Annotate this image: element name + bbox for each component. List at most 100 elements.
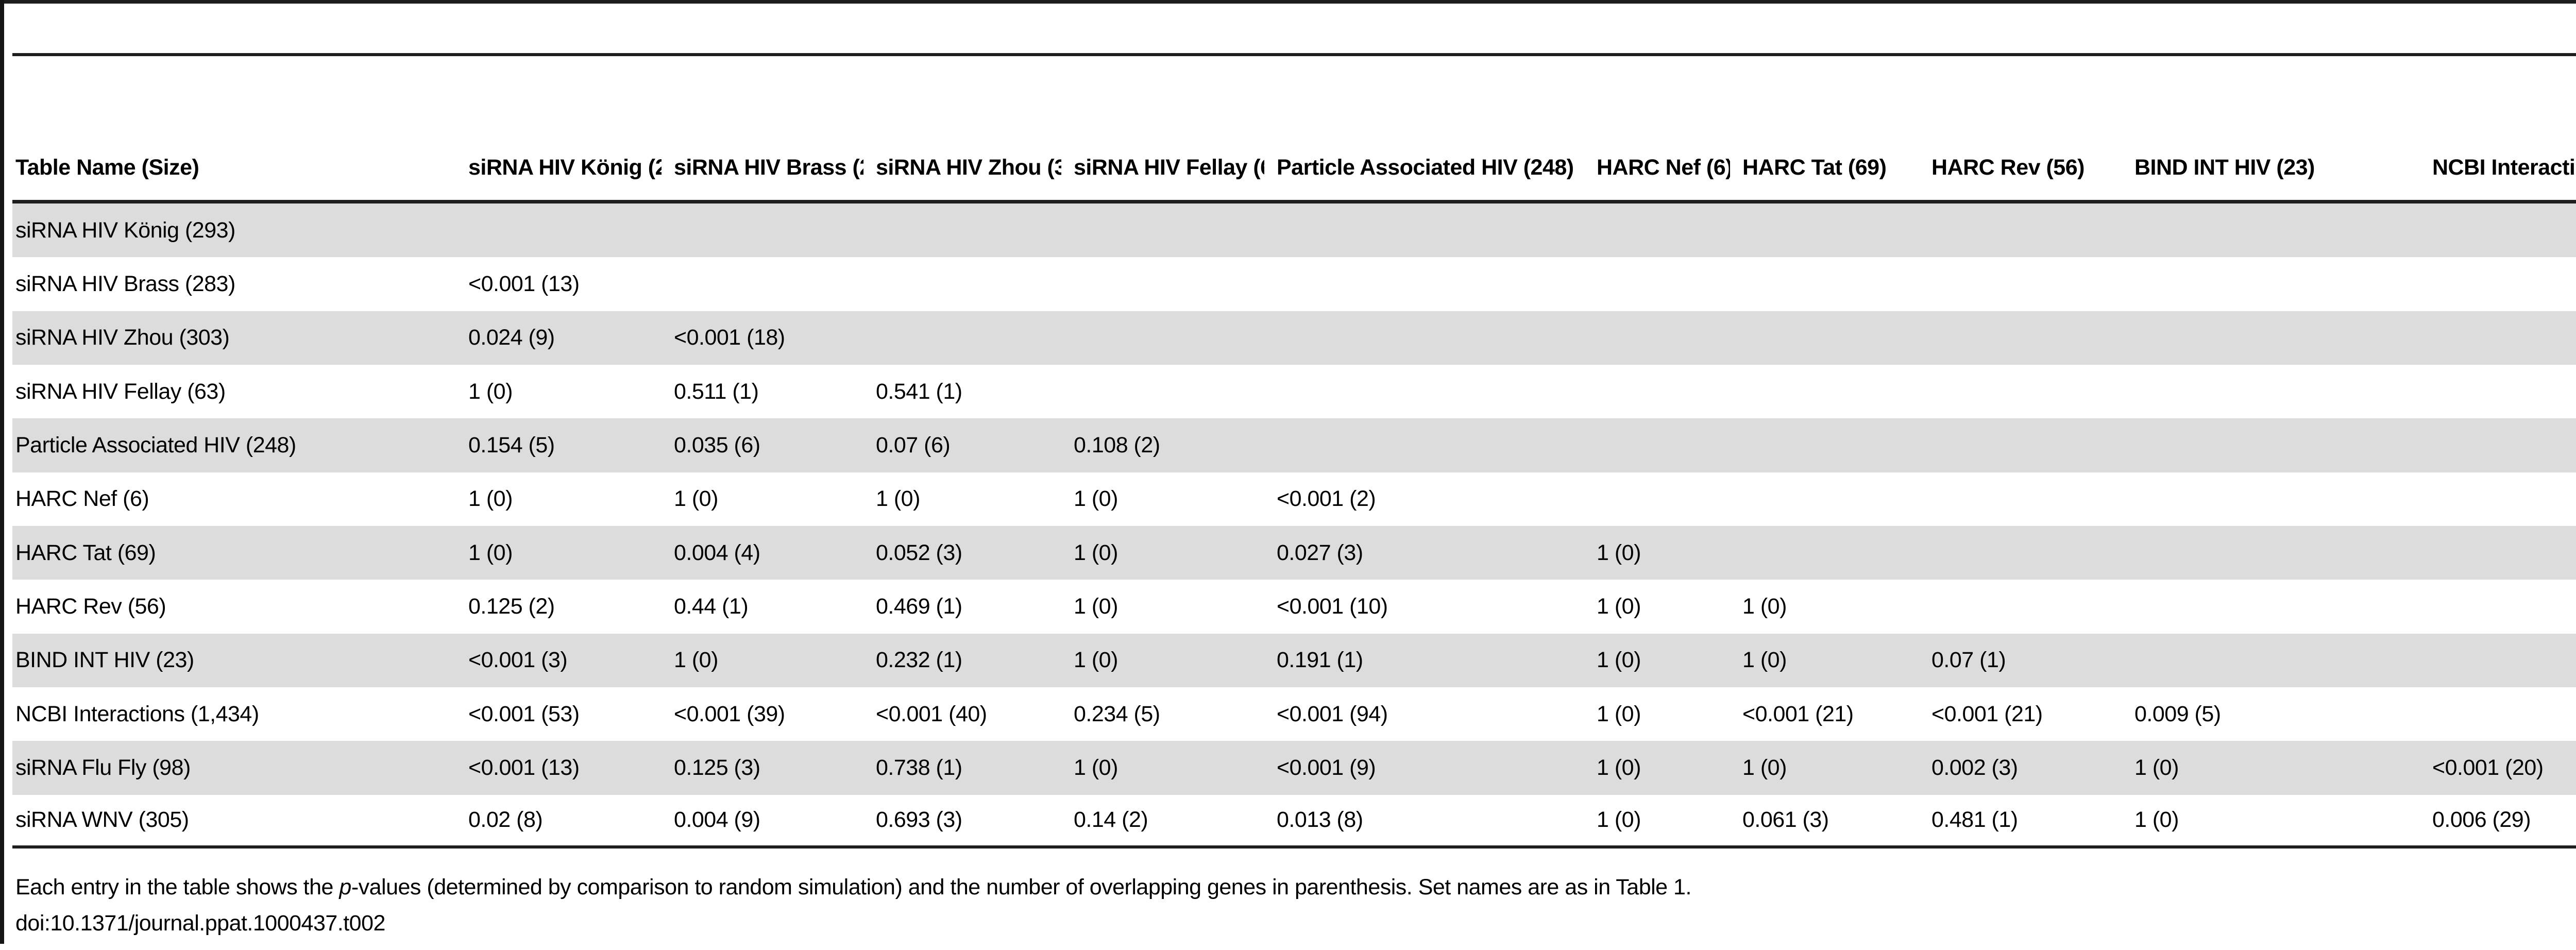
pvalue-cell [1584,257,1730,311]
pvalue-cell: 0.541 (1) [876,379,962,404]
pvalue-cell: 1 (0) [468,379,513,404]
column-header-sirna-hiv-fellay: siRNA HIV Fellay (63) [1061,56,1264,203]
header-top-rule [12,53,2576,56]
pvalue-cell [456,203,662,257]
pvalue-cell [1584,203,1730,257]
pvalue-cell: 1 (0) [1597,540,1641,565]
pvalue-cell [2420,526,2576,580]
pvalue-cell [2420,418,2576,472]
column-header-harc-tat: HARC Tat (69) [1730,56,1919,203]
pvalue-cell: <0.001 (10) [1277,593,1388,619]
table-row: NCBI Interactions (1,434) <0.001 (53) <0… [12,687,2576,741]
figure-left-border [0,0,4,944]
pvalue-cell [1919,257,2122,311]
pvalue-cell [2122,311,2420,365]
column-header-sirna-hiv-zhou: siRNA HIV Zhou (303) [863,56,1061,203]
pvalue-cell [1730,203,1919,257]
column-header-particle-associated-hiv: Particle Associated HIV (248) [1264,56,1584,203]
pvalue-cell [1730,365,1919,418]
pvalue-cell [2122,526,2420,580]
row-label: siRNA HIV Brass (283) [15,271,235,296]
column-header-harc-nef: HARC Nef (6) [1584,56,1730,203]
pvalue-cell [662,203,863,257]
pvalue-cell [1730,472,1919,526]
pvalue-cell: 0.154 (5) [468,432,555,457]
pvalue-cell: <0.001 (13) [468,271,580,296]
pvalue-cell: <0.001 (18) [674,325,785,350]
pvalue-cell: 0.013 (8) [1264,795,1584,849]
pvalue-cell: 0.234 (5) [1074,701,1160,726]
row-label: HARC Nef (6) [15,486,149,512]
pvalue-cell [1919,472,2122,526]
pvalue-cell: 1 (0) [2122,795,2420,849]
table-top-rule [4,0,2576,4]
pvalue-cell: 1 (0) [1742,648,1787,673]
pvalue-cell [1730,257,1919,311]
pvalue-cell [1730,311,1919,365]
pvalue-cell: 0.511 (1) [674,379,759,404]
pvalue-cell: 0.232 (1) [876,648,962,673]
pvalue-cell: <0.001 (21) [1931,701,2043,726]
pvalue-cell [1264,418,1584,472]
pvalue-cell: <0.001 (40) [876,701,987,726]
pvalue-cell: 1 (0) [1584,795,1730,849]
pvalue-cell: 0.035 (6) [674,432,760,457]
pvalue-cell: 0.009 (5) [2134,701,2221,726]
pvalue-cell [1919,311,2122,365]
pvalue-cell: <0.001 (94) [1277,701,1388,726]
pvalue-cell [2420,580,2576,633]
row-label: NCBI Interactions (1,434) [15,701,259,726]
pvalue-cell [1919,418,2122,472]
pvalue-cell: 0.02 (8) [456,795,662,849]
pvalue-cell [2420,365,2576,418]
column-header-table-name: Table Name (Size) [12,56,456,203]
pvalue-cell [1061,311,1264,365]
table-row: siRNA HIV Brass (283) <0.001 (13) [12,257,2576,311]
pvalue-cell [2420,634,2576,687]
column-header-harc-rev: HARC Rev (56) [1919,56,2122,203]
pvalue-cell: 1 (0) [1074,540,1118,565]
row-label: siRNA Flu Fly (98) [15,755,191,780]
table-row: siRNA Flu Fly (98) <0.001 (13) 0.125 (3)… [12,741,2576,795]
doi-text: doi:10.1371/journal.ppat.1000437.t002 [15,911,385,936]
pvalue-cell: 0.738 (1) [876,755,962,780]
pvalue-cell [1919,526,2122,580]
pvalue-cell: 1 (0) [1074,648,1118,673]
pvalue-cell: 0.07 (6) [876,432,951,457]
column-header-sirna-hiv-brass: siRNA HIV Brass (283) [662,56,863,203]
pvalue-cell [1264,203,1584,257]
pvalue-cell [2420,311,2576,365]
pvalue-cell: 1 (0) [1597,755,1641,780]
pvalue-cell: <0.001 (9) [1277,755,1376,780]
pvalue-cell [1584,311,1730,365]
column-header-ncbi-interactions: NCBI Interactions (1,434) [2420,56,2576,203]
pvalue-cell: 0.469 (1) [876,593,962,619]
table-footnote: Each entry in the table shows the p-valu… [15,873,2576,938]
table-row: siRNA HIV Fellay (63) 1 (0) 0.511 (1) 0.… [12,365,2576,418]
pvalue-cell [863,311,1061,365]
pvalue-cell: 1 (0) [1597,648,1641,673]
pvalue-cell [2122,580,2420,633]
table-row: siRNA WNV (305) 0.02 (8) 0.004 (9) 0.693… [12,795,2576,849]
pvalue-cell: 1 (0) [1074,486,1118,512]
pvalue-cell [2122,257,2420,311]
pvalue-cell [2122,203,2420,257]
pvalue-cell: 1 (0) [468,540,513,565]
table-row: HARC Rev (56) 0.125 (2) 0.44 (1) 0.469 (… [12,580,2576,633]
row-label: siRNA HIV Zhou (303) [15,325,230,350]
table-row: BIND INT HIV (23) <0.001 (3) 1 (0) 0.232… [12,633,2576,687]
pvalue-cell: 0.027 (3) [1277,540,1363,565]
pvalue-cell: 0.125 (3) [674,755,760,780]
pvalue-cell [2420,203,2576,257]
pvalue-cell: 1 (0) [1742,593,1787,619]
pvalue-cell: 1 (0) [2134,755,2179,780]
table-row: HARC Tat (69) 1 (0) 0.004 (4) 0.052 (3) … [12,525,2576,580]
column-header-bind-int-hiv: BIND INT HIV (23) [2122,56,2420,203]
pvalue-cell [2420,257,2576,311]
pvalue-cell [863,257,1061,311]
pvalue-cell: 0.024 (9) [468,325,555,350]
pvalue-cell [1061,365,1264,418]
pvalue-cell: 0.191 (1) [1277,648,1363,673]
pvalue-overlap-table: Table Name (Size) siRNA HIV König (293) … [12,56,2576,849]
table-row: HARC Nef (6) 1 (0) 1 (0) 1 (0) 1 (0) <0.… [12,472,2576,526]
